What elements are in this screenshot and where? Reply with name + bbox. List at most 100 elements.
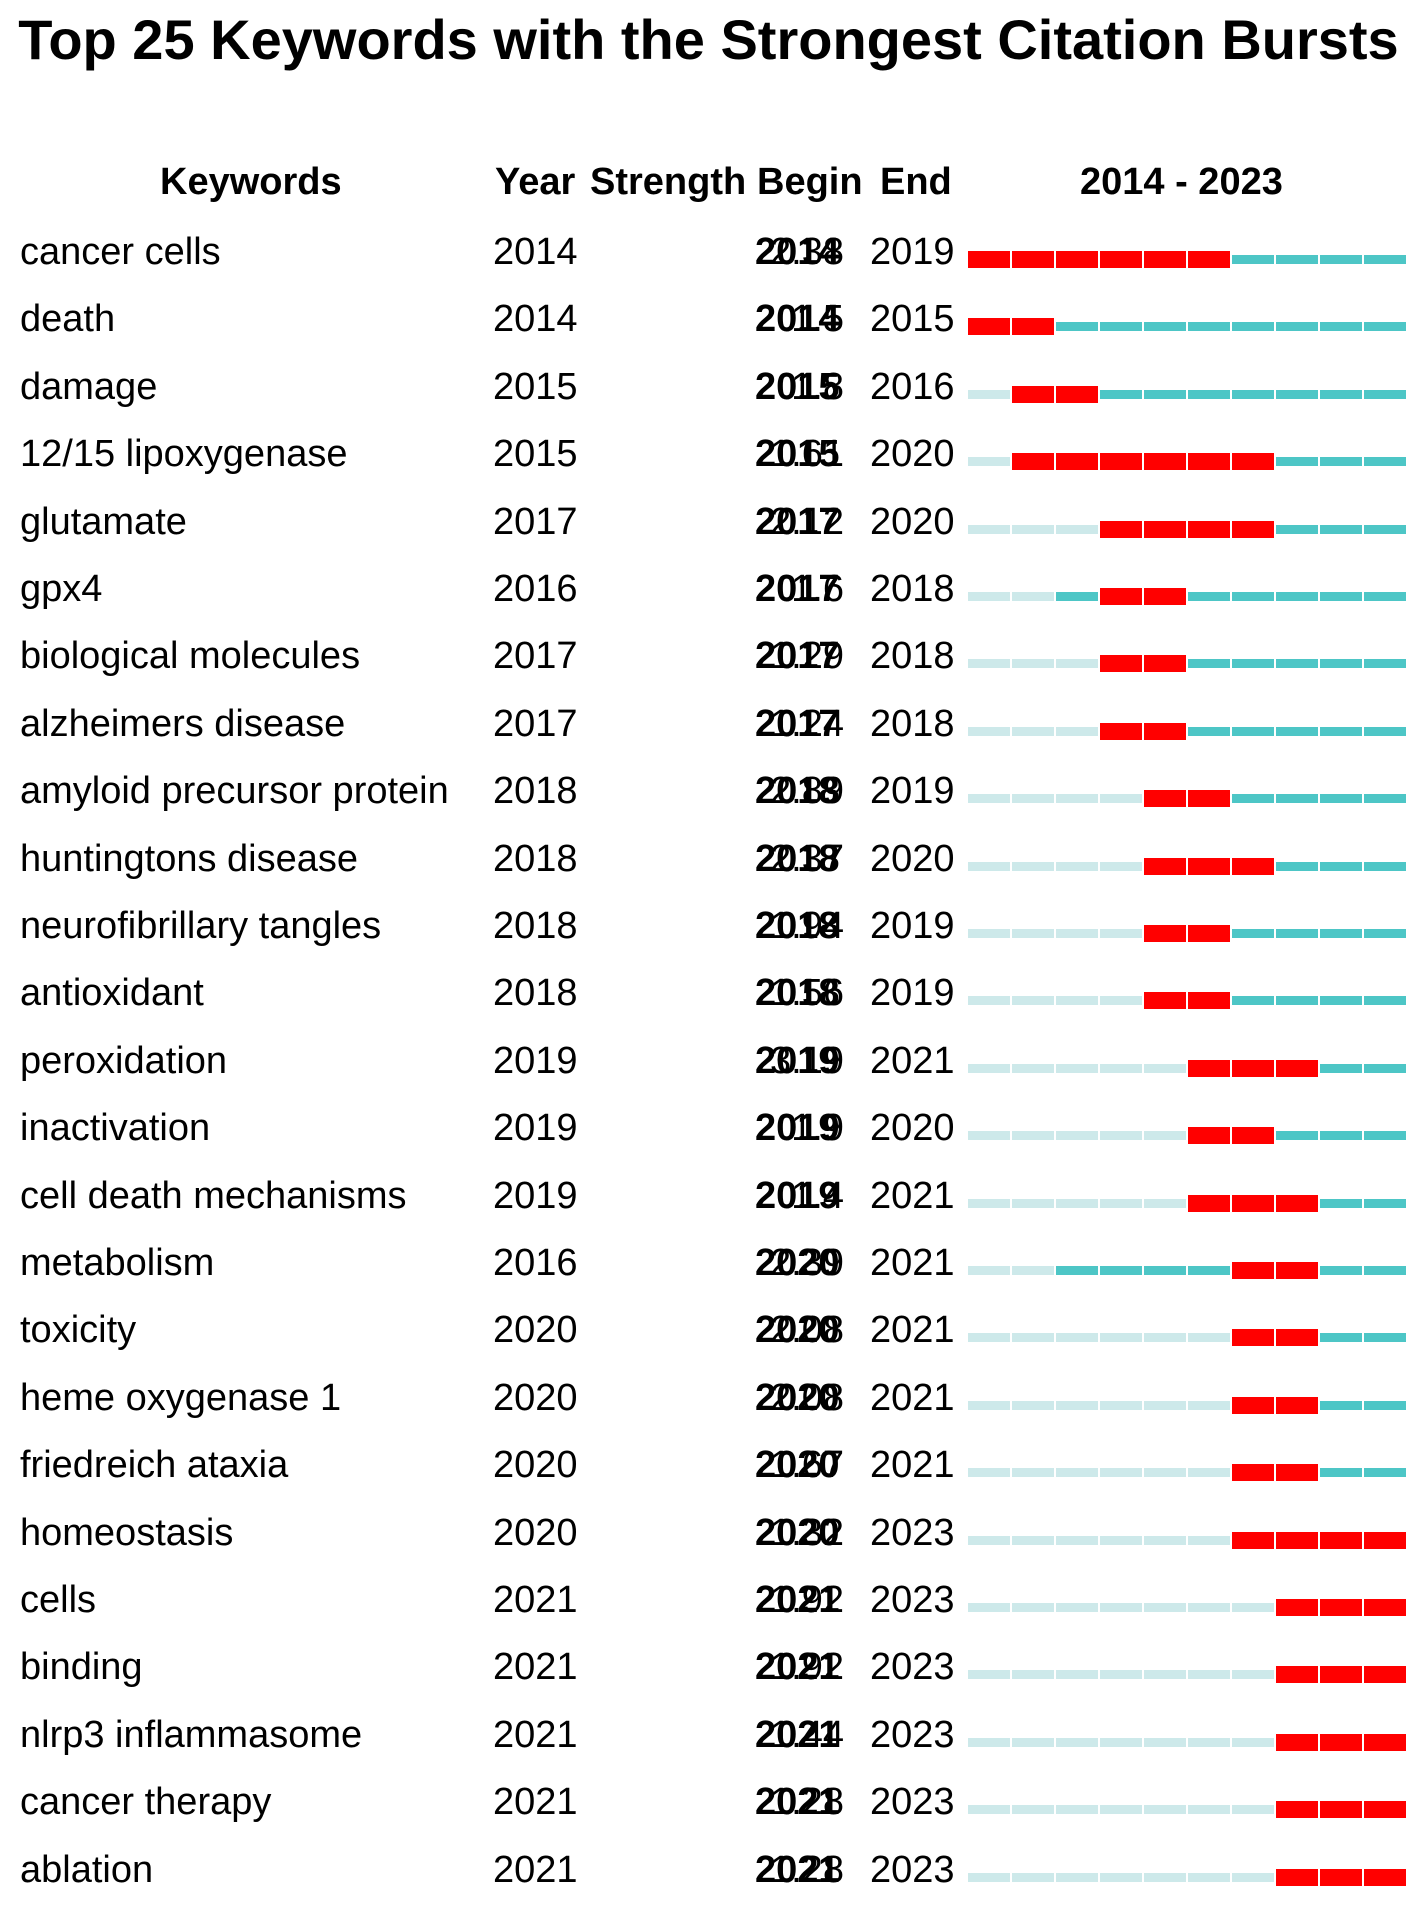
inactive-segment — [1144, 1198, 1186, 1208]
end-cell: 2019 — [870, 972, 955, 1015]
strength-cell: 1.29 — [770, 635, 844, 678]
inactive-segment — [968, 794, 1010, 804]
active-segment — [1320, 1468, 1362, 1478]
inactive-segment — [1188, 1468, 1230, 1478]
burst-segment — [1364, 1599, 1406, 1616]
inactive-segment — [968, 592, 1010, 601]
active-segment — [1320, 524, 1362, 534]
burst-segment — [1320, 1666, 1362, 1684]
inactive-segment — [1056, 1535, 1098, 1545]
year-cell: 2021 — [493, 1579, 578, 1621]
inactive-segment — [1188, 1333, 1230, 1343]
burst-timeline — [968, 1733, 1406, 1751]
burst-segment — [1012, 318, 1054, 336]
inactive-segment — [1100, 1468, 1142, 1478]
active-segment — [1320, 1063, 1362, 1073]
active-segment — [1276, 592, 1318, 601]
inactive-segment — [968, 1063, 1010, 1073]
active-segment — [1364, 929, 1406, 938]
burst-segment — [1364, 1868, 1406, 1886]
active-segment — [1276, 524, 1318, 534]
inactive-segment — [968, 389, 1010, 399]
burst-segment — [1056, 453, 1098, 471]
burst-segment — [1188, 453, 1230, 471]
burst-segment — [1232, 1127, 1274, 1145]
burst-segment — [1144, 520, 1186, 538]
burst-timeline — [968, 1329, 1406, 1347]
inactive-segment — [1012, 1063, 1054, 1073]
inactive-segment — [1188, 1737, 1230, 1747]
table-row: cancer therapy 2021 1.28 2021 2023 — [0, 1772, 1417, 1839]
burst-timeline — [968, 1531, 1406, 1549]
strength-cell: 1.4 — [791, 1174, 844, 1217]
burst-segment — [1232, 1262, 1274, 1279]
end-cell: 2023 — [870, 1848, 955, 1891]
burst-segment — [1232, 1464, 1274, 1482]
active-segment — [1364, 524, 1406, 534]
table-row: cell death mechanisms 2019 1.4 2019 2021 — [0, 1166, 1417, 1233]
table-row: toxicity 2020 2.08 2020 2021 — [0, 1300, 1417, 1367]
strength-cell: 1.67 — [770, 1444, 844, 1487]
burst-segment — [1188, 992, 1230, 1010]
burst-segment — [1364, 1801, 1406, 1819]
inactive-segment — [1100, 1872, 1142, 1882]
burst-segment — [1232, 453, 1274, 471]
active-segment — [1320, 255, 1362, 264]
active-segment — [1364, 592, 1406, 601]
burst-segment — [1232, 1396, 1274, 1414]
active-segment — [1364, 1198, 1406, 1208]
burst-segment — [1188, 1127, 1230, 1145]
header-keywords: Keywords — [160, 161, 342, 203]
begin-cell: 2017 — [755, 635, 840, 678]
begin-cell: 2017 — [755, 568, 840, 610]
burst-segment — [1364, 1733, 1406, 1751]
active-segment — [1276, 861, 1318, 871]
table-row: friedreich ataxia 2020 1.67 2020 2021 — [0, 1435, 1417, 1502]
strength-cell: 2.08 — [770, 1309, 844, 1352]
inactive-segment — [1056, 524, 1098, 534]
burst-timeline — [968, 1059, 1406, 1077]
active-segment — [1056, 322, 1098, 332]
inactive-segment — [1188, 1805, 1230, 1815]
active-segment — [1188, 659, 1230, 669]
keyword-cell: ablation — [20, 1848, 154, 1891]
strength-cell: 1.44 — [770, 1713, 844, 1756]
inactive-segment — [1100, 929, 1142, 938]
begin-cell: 2021 — [755, 1781, 840, 1824]
inactive-segment — [968, 996, 1010, 1006]
begin-cell: 2021 — [755, 1713, 840, 1756]
year-cell: 2016 — [493, 568, 578, 610]
active-segment — [1364, 1333, 1406, 1343]
keyword-cell: biological molecules — [20, 635, 361, 678]
strength-cell: 2.39 — [770, 1242, 844, 1284]
end-cell: 2021 — [870, 1174, 955, 1217]
strength-cell: 1.28 — [770, 1848, 844, 1891]
inactive-segment — [1056, 1670, 1098, 1680]
header-end: End — [880, 161, 952, 203]
burst-segment — [1056, 385, 1098, 403]
burst-segment — [1144, 992, 1186, 1010]
active-segment — [1320, 592, 1362, 601]
active-segment — [1320, 794, 1362, 804]
end-cell: 2023 — [870, 1781, 955, 1824]
active-segment — [1232, 389, 1274, 399]
keyword-cell: toxicity — [20, 1309, 137, 1352]
keyword-cell: huntingtons disease — [20, 837, 359, 880]
inactive-segment — [1144, 1872, 1186, 1882]
active-segment — [1276, 389, 1318, 399]
burst-segment — [1188, 1059, 1230, 1077]
active-segment — [1320, 929, 1362, 938]
inactive-segment — [1100, 1737, 1142, 1747]
inactive-segment — [1144, 1805, 1186, 1815]
burst-segment — [1276, 1531, 1318, 1549]
burst-timeline — [968, 1464, 1406, 1482]
burst-timeline — [968, 588, 1406, 605]
end-cell: 2021 — [870, 1039, 955, 1082]
strength-cell: 1.92 — [770, 1646, 844, 1689]
burst-timeline — [968, 992, 1406, 1010]
burst-segment — [1100, 722, 1142, 740]
year-cell: 2021 — [493, 1713, 578, 1756]
burst-segment — [1100, 520, 1142, 538]
end-cell: 2021 — [870, 1444, 955, 1487]
end-cell: 2021 — [870, 1242, 955, 1284]
